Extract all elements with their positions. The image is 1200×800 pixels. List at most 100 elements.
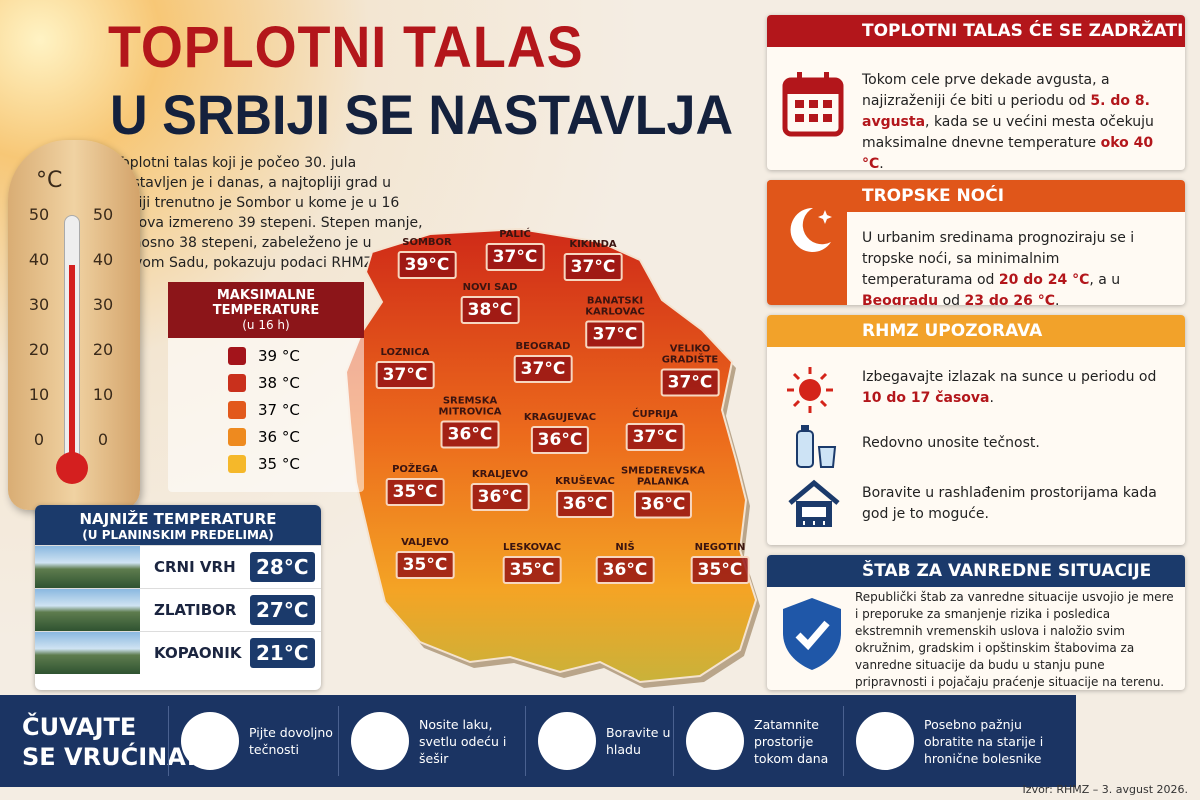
low-temps-header: NAJNIŽE TEMPERATURE (U PLANINSKIM PREDELI… bbox=[35, 505, 321, 545]
city-name: BEOGRAD bbox=[515, 341, 571, 352]
city-name: KRUŠEVAC bbox=[555, 476, 615, 487]
title-line1: TOPLOTNI TALAS bbox=[108, 15, 584, 80]
text-segment: Tokom cele prve dekade avgusta, a najizr… bbox=[862, 72, 1110, 109]
city: VELIKO GRADIŠTE 37°C bbox=[660, 343, 720, 397]
scale-label: 30 bbox=[92, 295, 114, 314]
tip: Nosite laku, svetlu odeću i šešir bbox=[338, 706, 525, 776]
tip-text: Boravite u hladu bbox=[606, 725, 671, 757]
city-temp: 36°C bbox=[470, 483, 530, 511]
city: PALIĆ 37°C bbox=[485, 229, 545, 271]
city-name: SOMBOR bbox=[402, 237, 452, 248]
city-temp: 35°C bbox=[502, 556, 562, 584]
text-segment: Republički štab za vanredne situacije us… bbox=[855, 590, 1174, 689]
legend-swatch bbox=[228, 347, 246, 365]
panel-warn: RHMZ UPOZORAVA Izbegavajte izlazak na su… bbox=[767, 315, 1185, 545]
city-temp: 35°C bbox=[395, 551, 455, 579]
city-name: KRAGUJEVAC bbox=[523, 412, 597, 423]
city-temp: 36°C bbox=[555, 490, 615, 518]
city: ĆUPRIJA 37°C bbox=[625, 409, 685, 451]
scale-label: 40 bbox=[92, 250, 114, 269]
legend-swatch bbox=[228, 455, 246, 473]
slogan-line: ČUVAJTE bbox=[22, 713, 137, 741]
city-name: LOZNICA bbox=[380, 347, 430, 358]
sun-icon bbox=[787, 367, 833, 413]
legend-item: 36 °C bbox=[228, 428, 364, 446]
city-temp: 38°C bbox=[460, 296, 520, 324]
tip-text: Posebno pažnju obratite na starije i hro… bbox=[924, 716, 1044, 766]
city-temp: 37°C bbox=[513, 355, 573, 383]
tip-icon bbox=[351, 712, 409, 770]
scale-label: 20 bbox=[92, 340, 114, 359]
city: POŽEGA 35°C bbox=[385, 464, 445, 506]
legend-swatch bbox=[228, 401, 246, 419]
city: LOZNICA 37°C bbox=[375, 347, 435, 389]
warn-item: Izbegavajte izlazak na sunce u periodu o… bbox=[862, 367, 1162, 409]
text-segment: Boravite u rashlađenim prostorijama kada… bbox=[862, 485, 1157, 522]
legend-label: 36 °C bbox=[258, 428, 300, 446]
low-temps: NAJNIŽE TEMPERATURE (U PLANINSKIM PREDELI… bbox=[35, 505, 321, 690]
mountain-photo bbox=[35, 632, 140, 674]
legend-item: 35 °C bbox=[228, 455, 364, 473]
city: NIŠ 36°C bbox=[595, 542, 655, 584]
low-temp: 27°C bbox=[250, 595, 315, 625]
scale-label: 0 bbox=[97, 430, 109, 449]
scale-label: 10 bbox=[92, 385, 114, 404]
panel-title: ŠTAB ZA VANREDNE SITUACIJE bbox=[767, 555, 1185, 587]
legend-label: 37 °C bbox=[258, 401, 300, 419]
mountain-photo bbox=[35, 546, 140, 588]
intro: Toplotni talas koji je počeo 30. jula na… bbox=[115, 155, 423, 271]
text-segment: . bbox=[989, 390, 994, 406]
city-name: LESKOVAC bbox=[502, 542, 562, 553]
text-segment: Izbegavajte izlazak na sunce u periodu o… bbox=[862, 369, 1157, 385]
low-temps-subtitle: (U PLANINSKIM PREDELIMA) bbox=[82, 528, 274, 542]
legend-subtitle: (u 16 h) bbox=[242, 318, 290, 332]
legend-item: 37 °C bbox=[228, 401, 364, 419]
title-line2: U SRBIJI SE NASTAVLJA bbox=[110, 83, 734, 146]
city: KRALJEVO 36°C bbox=[470, 469, 530, 511]
tip-icon bbox=[856, 712, 914, 770]
text-segment: Redovno unosite tečnost. bbox=[862, 435, 1040, 451]
text-segment: , kada se u većini mesta očekuju maksima… bbox=[862, 114, 1154, 151]
tip-icon bbox=[686, 712, 744, 770]
slogan-line: SE VRUĆINA! bbox=[22, 743, 197, 771]
scale-label: 20 bbox=[28, 340, 50, 359]
city-name: SMEDEREVSKA bbox=[620, 465, 706, 477]
slogan: ČUVAJTE SE VRUĆINA! bbox=[22, 712, 197, 772]
city-temp: 36°C bbox=[595, 556, 655, 584]
tip: Pijte dovoljno tečnosti bbox=[168, 706, 338, 776]
panel-text: Republički štab za vanredne situacije us… bbox=[855, 589, 1177, 690]
legend-label: 38 °C bbox=[258, 374, 300, 392]
city-name: VELIKO bbox=[669, 343, 711, 355]
city: KRUŠEVAC 36°C bbox=[555, 476, 615, 518]
legend: MAKSIMALNE TEMPERATURE (u 16 h) 39 °C 38 °… bbox=[168, 282, 364, 492]
city-temp: 37°C bbox=[563, 253, 623, 281]
highlight: 10 do 17 časova bbox=[862, 390, 990, 406]
highlight: 20 do 24 °C bbox=[998, 272, 1090, 288]
calendar-icon bbox=[782, 72, 844, 137]
city-name: BANATSKI bbox=[586, 295, 644, 307]
panel-text: Tokom cele prve dekade avgusta, a najizr… bbox=[862, 70, 1162, 170]
city-name: GRADIŠTE bbox=[661, 354, 719, 366]
warn-item: Redovno unosite tečnost. bbox=[862, 433, 1162, 454]
text-segment: . bbox=[879, 156, 884, 170]
city: SMEDEREVSKA PALANKA 36°C bbox=[621, 466, 705, 519]
tip-text: Nosite laku, svetlu odeću i šešir bbox=[419, 716, 507, 766]
low-row: KOPAONIK 21°C bbox=[35, 631, 321, 674]
city: BEOGRAD 37°C bbox=[513, 341, 573, 383]
city-temp: 36°C bbox=[530, 426, 590, 454]
low-temps-title: NAJNIŽE TEMPERATURE bbox=[79, 510, 277, 528]
city-name: POŽEGA bbox=[392, 464, 438, 475]
city-name: NOVI SAD bbox=[462, 282, 518, 293]
city-name: KARLOVAC bbox=[585, 306, 645, 318]
low-row: ZLATIBOR 27°C bbox=[35, 588, 321, 631]
legend-item: 38 °C bbox=[228, 374, 364, 392]
legend-label: 35 °C bbox=[258, 455, 300, 473]
city-name: PALANKA bbox=[636, 476, 690, 488]
highlight: 23 do 26 °C bbox=[964, 293, 1056, 305]
city-name: PALIĆ bbox=[499, 229, 531, 240]
scale-label: 30 bbox=[28, 295, 50, 314]
legend-header: MAKSIMALNE TEMPERATURE (u 16 h) bbox=[168, 282, 364, 338]
legend-swatch bbox=[228, 428, 246, 446]
thermometer-bulb bbox=[56, 452, 88, 484]
